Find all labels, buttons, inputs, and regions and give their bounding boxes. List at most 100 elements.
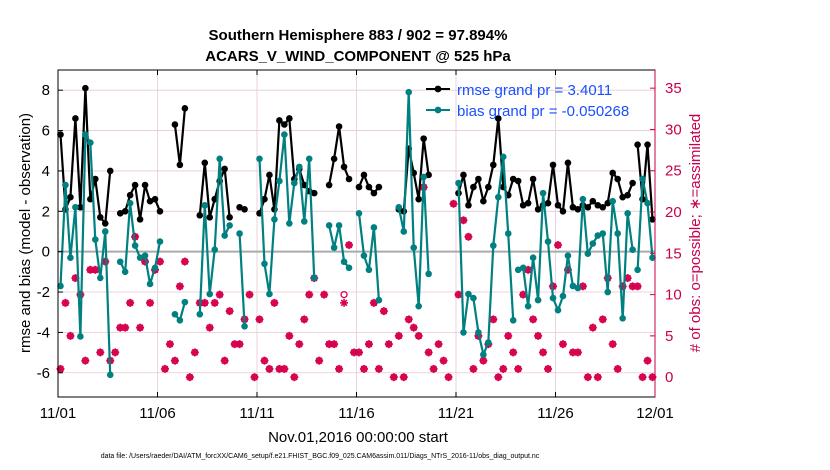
asterisk-stroke	[479, 357, 487, 365]
asterisk-stroke	[614, 365, 622, 373]
obs-assimilated-marker	[340, 298, 349, 307]
obs-assimilated-marker	[210, 298, 219, 307]
rmse-point	[574, 205, 582, 213]
x-tick-label: 11/16	[338, 405, 374, 422]
obs-assimilated-marker	[593, 373, 602, 382]
asterisk-stroke	[539, 349, 547, 356]
obs-assimilated-marker	[320, 290, 329, 299]
obs-assimilated-marker	[404, 315, 413, 324]
obs-assimilated-marker	[185, 373, 194, 382]
obs-assimilated-marker	[265, 364, 274, 373]
asterisk-stroke	[136, 324, 144, 332]
obs-assimilated-marker	[504, 331, 513, 340]
asterisk-stroke	[529, 316, 537, 323]
asterisk-stroke	[256, 316, 263, 323]
bias-point	[121, 268, 129, 276]
rmse-point	[101, 220, 109, 227]
bias-point	[544, 238, 552, 245]
rmse-point	[77, 203, 84, 211]
asterisk-stroke	[445, 373, 452, 381]
bias-point	[261, 260, 268, 268]
bias-point	[634, 266, 641, 274]
rmse-point	[614, 175, 621, 183]
bias-point	[584, 250, 592, 257]
obs-assimilated-marker	[215, 290, 224, 299]
rmse-point	[201, 159, 209, 167]
bias-point	[156, 238, 164, 245]
rmse-point	[176, 161, 184, 169]
rmse-line	[173, 108, 186, 166]
asterisk-stroke	[161, 365, 169, 373]
bias-point	[455, 179, 462, 187]
asterisk-stroke	[340, 299, 348, 307]
asterisk-stroke	[534, 332, 542, 340]
obs-assimilated-marker	[429, 364, 438, 373]
obs-assimilated-marker	[464, 232, 473, 241]
rmse-point	[629, 179, 636, 187]
bias-point	[151, 264, 159, 272]
obs-assimilated-marker	[136, 323, 145, 332]
obs-assimilated-marker	[608, 340, 617, 349]
asterisk-stroke	[191, 349, 199, 356]
rmse-point	[266, 171, 273, 179]
asterisk-stroke	[569, 349, 577, 356]
asterisk-stroke	[290, 373, 298, 381]
asterisk-stroke	[465, 233, 472, 241]
bias-point	[92, 236, 99, 243]
obs-assimilated-marker	[175, 282, 184, 291]
obs-assimilated-marker	[628, 282, 637, 291]
bias-point	[504, 230, 512, 237]
asterisk-stroke	[410, 324, 418, 332]
bias-point	[644, 199, 651, 207]
rmse-point	[524, 199, 532, 207]
bias-point	[460, 329, 467, 336]
bias-point	[335, 222, 343, 229]
rmse-point	[494, 115, 502, 122]
obs-assimilated-marker	[389, 373, 398, 382]
data-file-footer: data file: /Users/raeder/DAI/ATM_forcXX/…	[101, 453, 540, 460]
bias-point	[554, 306, 562, 314]
chart-title: Southern Hemisphere 883 / 902 = 97.894%	[209, 27, 508, 44]
rmse-point	[87, 195, 94, 203]
obs-assimilated-marker	[583, 373, 592, 382]
asterisk-stroke	[345, 241, 353, 249]
legend-bias-marker	[434, 106, 442, 114]
bias-point	[564, 252, 572, 260]
rmse-point	[325, 181, 333, 189]
asterisk-stroke	[81, 357, 89, 365]
bias-line	[517, 192, 574, 312]
rmse-point	[609, 169, 617, 177]
bias-point	[101, 228, 109, 235]
legend-rmse-marker	[434, 85, 442, 93]
asterisk-stroke	[624, 274, 632, 282]
rmse-point	[241, 205, 248, 213]
bias-point	[286, 220, 293, 227]
rmse-point	[480, 197, 487, 205]
bias-point	[604, 288, 612, 296]
bias-point	[649, 254, 656, 262]
obs-assimilated-marker	[414, 331, 423, 340]
asterisk-stroke	[121, 324, 129, 332]
rmse-point	[345, 175, 353, 183]
obs-assimilated-marker	[155, 257, 164, 266]
bias-point	[211, 246, 219, 253]
y2-tick-label: 5	[665, 328, 673, 345]
rmse-point	[589, 197, 597, 205]
bias-point	[305, 155, 313, 163]
obs-assimilated-marker	[160, 364, 169, 373]
rmse-point	[96, 214, 104, 221]
obs-assimilated-marker	[399, 373, 408, 382]
asterisk-stroke	[415, 332, 423, 340]
bias-point	[221, 232, 228, 239]
asterisk-stroke	[589, 324, 597, 332]
rmse-point	[236, 203, 243, 211]
bias-point	[494, 193, 502, 201]
bias-point	[57, 282, 64, 290]
rmse-point	[549, 161, 557, 169]
asterisk-stroke	[126, 299, 134, 307]
obs-assimilated-marker	[544, 364, 553, 373]
asterisk-stroke	[226, 307, 234, 315]
asterisk-stroke	[509, 349, 517, 356]
rmse-point	[544, 199, 552, 207]
asterisk-stroke	[355, 349, 363, 356]
